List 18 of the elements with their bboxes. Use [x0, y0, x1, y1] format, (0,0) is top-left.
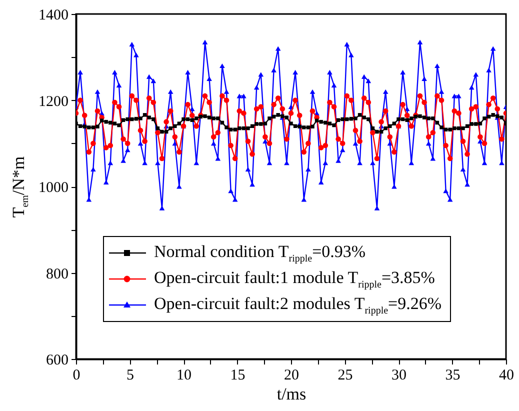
legend-label: Normal condition T$_{ripple}$=0.93%: [154, 242, 366, 264]
y-tick-label: 1400: [38, 8, 68, 24]
legend-label: Open-circuit fault:2 modules T$_{ripple}$=9.26%: [154, 294, 442, 316]
x-tick-label: 15: [230, 368, 246, 384]
x-tick-label: 35: [445, 368, 460, 384]
x-tick-label: 25: [338, 368, 353, 384]
y-tick-label: 1000: [38, 180, 68, 196]
x-tick-label: 30: [392, 368, 406, 384]
x-tick-label: 10: [176, 368, 192, 384]
x-tick-label: 40: [499, 368, 514, 384]
x-axis-title: t/ms: [276, 384, 306, 404]
legend-label: Open-circuit fault:1 module T$_{ripple}$=3.85%: [154, 268, 435, 290]
x-tick-label: 20: [284, 368, 299, 384]
y-tick-label: 1200: [38, 94, 68, 110]
x-tick-label: 5: [126, 368, 134, 384]
x-tick-label: 0: [72, 368, 80, 384]
y-tick-label: 600: [46, 352, 68, 368]
y-tick-label: 800: [46, 266, 68, 282]
